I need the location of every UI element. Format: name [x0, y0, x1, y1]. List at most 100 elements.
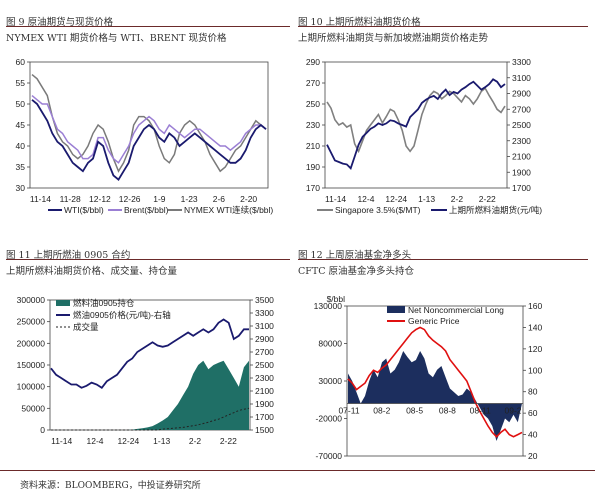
y-axis-right-label: 120 — [528, 344, 542, 354]
figure-11-title: 图 11 上期所燃油 0905 合约 — [6, 250, 131, 261]
y-axis-label: 55 — [16, 78, 26, 88]
y-axis-right-label: 80 — [528, 387, 538, 397]
legend-label: 上期所燃料油期货(元/吨) — [449, 205, 542, 215]
y-axis-right-label: 2700 — [512, 104, 531, 114]
series-line-generic-price — [347, 326, 523, 438]
y-axis-left-label: 80000 — [318, 339, 342, 349]
x-tick-label: 2-22 — [479, 194, 496, 204]
y-axis-left-label: 130000 — [314, 301, 343, 311]
legend-label: Singapore 3.5%($/MT) — [335, 205, 421, 215]
x-tick-label: 08-8 — [439, 406, 456, 416]
figure-9-rule — [6, 26, 290, 27]
y-axis-right-label: 140 — [528, 322, 542, 332]
figure-9-title: 图 9 原油期货与现货价格 — [6, 17, 114, 28]
y-axis-label: 45 — [16, 120, 26, 130]
x-tick-label: 1-13 — [153, 436, 170, 446]
x-tick-label: 11-28 — [60, 194, 81, 204]
y-axis-right-label: 160 — [528, 301, 542, 311]
y-axis-right-label: 3500 — [255, 295, 274, 305]
series-line-1 — [31, 95, 267, 164]
x-tick-label: 2-2 — [189, 436, 202, 446]
chart-fuel-oil-futures: 170 190 210 230 250 270 290 1700 1900 2100 2300 250… — [306, 57, 542, 215]
y-axis-right-label: 2100 — [255, 386, 274, 396]
series-line-2 — [31, 74, 267, 173]
x-tick-label: 2-6 — [213, 194, 226, 204]
y-axis-label: 50 — [16, 99, 26, 109]
x-tick-label: 08-2 — [373, 406, 390, 416]
y-axis-right-label: 3100 — [255, 321, 274, 331]
figure-11-subtitle: 上期所燃料油期货价格、成交量、持仓量 — [6, 266, 178, 277]
legend-label: 燃油0905价格(元/吨)-右轴 — [73, 310, 171, 320]
y-axis-left-label: 190 — [306, 162, 320, 172]
x-tick-label: 2-20 — [240, 194, 257, 204]
legend-label: 成交量 — [73, 322, 99, 332]
figure-9-subtitle: NYMEX WTI 期货价格与 WTI、BRENT 现货价格 — [6, 33, 227, 44]
y-axis-left-label: 290 — [306, 57, 320, 67]
y-axis-left-label: 250000 — [17, 317, 46, 327]
x-tick-label: 08-11 — [470, 406, 491, 416]
y-axis-left-label: 210 — [306, 141, 320, 151]
y-axis-right-label: 1700 — [512, 183, 531, 193]
x-tick-label: 1-9 — [153, 194, 166, 204]
figure-12-subtitle: CFTC 原油基金净多头持仓 — [298, 266, 414, 277]
x-tick-label: 12-26 — [119, 194, 141, 204]
y-axis-right-label: 2900 — [512, 89, 531, 99]
y-axis-left-label: 230 — [306, 120, 320, 130]
y-axis-left-label: 50000 — [21, 403, 45, 413]
y-axis-right-label: 1700 — [255, 412, 274, 422]
footer-source: 资料来源：BLOOMBERG，中投证券研究所 — [20, 481, 201, 491]
figure-11-rule — [6, 259, 290, 260]
x-tick-label: 07-11 — [338, 406, 359, 416]
y-axis-right-label: 1500 — [255, 425, 274, 435]
y-axis-left-label: 250 — [306, 99, 320, 109]
series-line-price — [50, 318, 249, 390]
x-tick-label: 08-5 — [406, 406, 423, 416]
y-axis-left-label: 0 — [40, 425, 45, 435]
y-axis-right-label: 60 — [528, 408, 538, 418]
y-axis-right-label: 20 — [528, 451, 538, 461]
legend-label: Net Noncommercial Long — [408, 305, 504, 315]
x-tick-label: 11-14 — [51, 436, 72, 446]
y-axis-right-label: 2500 — [512, 120, 531, 130]
footer-rule — [0, 470, 595, 471]
y-axis-left-label: 30000 — [318, 376, 342, 386]
x-tick-label: 1-13 — [418, 194, 435, 204]
chart-cftc-net-long: $/bbl -70000 -20000 30000 80000 130000 20 40 60 8… — [314, 294, 543, 461]
y-axis-left-label: -70000 — [316, 451, 343, 461]
series-line-volume — [51, 407, 250, 431]
legend-label: NYMEX WTI连续($/bbl) — [184, 205, 273, 215]
figure-12-title: 图 12 上周原油基金净多头 — [298, 250, 412, 261]
legend-swatch — [56, 300, 70, 306]
y-axis-right-label: 1900 — [255, 399, 274, 409]
y-axis-right-label: 2700 — [255, 347, 274, 357]
y-axis-left-label: 170 — [306, 183, 320, 193]
figure-12-rule — [298, 259, 588, 260]
y-axis-label: 35 — [16, 162, 26, 172]
figure-10-title: 图 10 上期所燃料油期货价格 — [298, 17, 421, 28]
x-tick-label: 2-2 — [451, 194, 464, 204]
x-tick-label: 09-2 — [504, 406, 521, 416]
series-area-open-interest — [51, 360, 249, 430]
series-line-shfe — [326, 78, 506, 170]
series-line-0 — [31, 99, 267, 181]
x-tick-label: 11-14 — [325, 194, 346, 204]
y-axis-right-label: 3100 — [512, 73, 531, 83]
x-tick-label: 12-24 — [117, 436, 139, 446]
y-axis-right-label: 3300 — [512, 57, 531, 67]
x-tick-label: 11-14 — [30, 194, 51, 204]
x-tick-label: 12-4 — [357, 194, 374, 204]
y-axis-left-label: 150000 — [17, 360, 46, 370]
legend-label: 燃料油0905持仓 — [73, 298, 135, 308]
series-area-net-long — [348, 351, 522, 441]
y-axis-left-label: 100000 — [17, 382, 46, 392]
y-axis-label: 40 — [16, 141, 26, 151]
y-axis-right-label: 2900 — [255, 334, 274, 344]
y-axis-right-label: 2100 — [512, 152, 531, 162]
y-axis-left-label: -20000 — [316, 414, 343, 424]
figure-10-subtitle: 上期所燃料油期货与新加坡燃油期货价格走势 — [298, 33, 489, 44]
y-axis-right-label: 1900 — [512, 167, 531, 177]
x-tick-label: 12-4 — [86, 436, 103, 446]
y-axis-unit: $/bbl — [327, 294, 346, 304]
y-axis-right-label: 2500 — [255, 360, 274, 370]
figure-10-rule — [298, 26, 588, 27]
